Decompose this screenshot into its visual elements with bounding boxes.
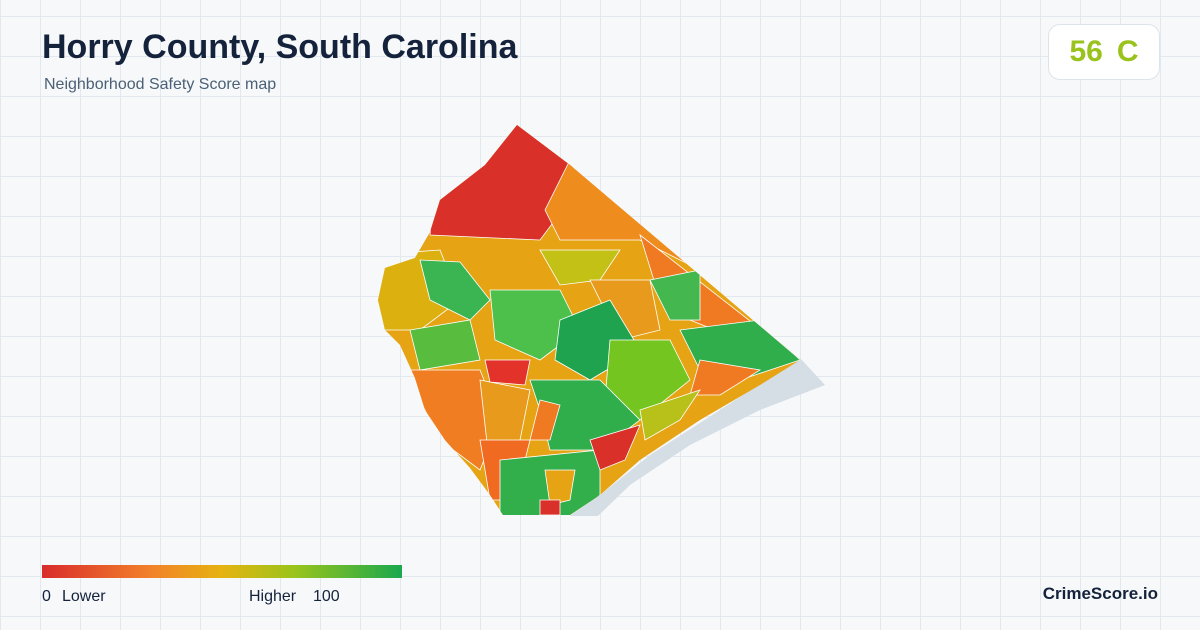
score-grade: C — [1116, 35, 1139, 68]
legend-min: 0 — [42, 588, 51, 605]
brand: CrimeScore.io — [1042, 584, 1158, 603]
legend-gradient — [42, 565, 402, 578]
score-value: 56 — [1069, 35, 1103, 68]
coastline — [570, 358, 825, 516]
subtitle: Neighborhood Safety Score map — [44, 76, 277, 93]
score-badge: 56 C — [1048, 24, 1160, 80]
legend-max: 100 — [313, 588, 340, 605]
legend-min-label: Lower — [62, 588, 106, 605]
neighborhoods — [378, 125, 800, 515]
legend-max-label: Higher — [249, 588, 297, 605]
title: Horry County, South Carolina — [42, 28, 518, 66]
